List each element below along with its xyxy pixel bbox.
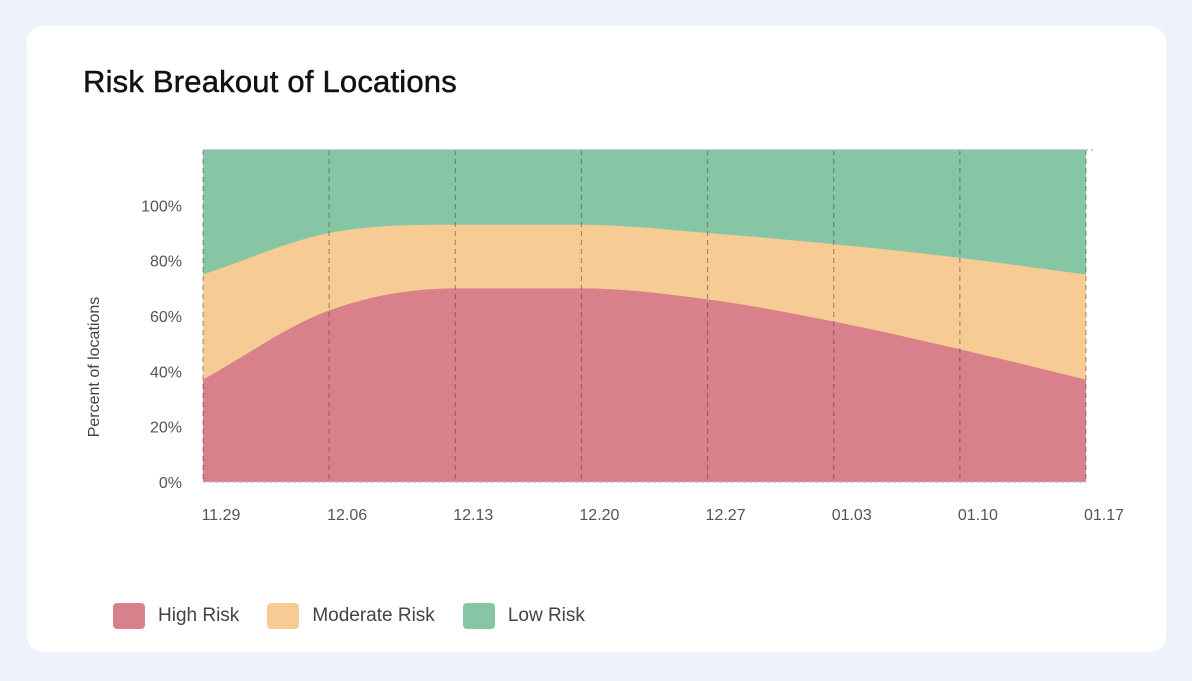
legend-label: Low Risk <box>507 605 585 626</box>
legend-swatch-low-risk <box>462 603 495 629</box>
y-axis-label: Percent of locations <box>86 296 103 438</box>
x-tick-label: 01.17 <box>1084 507 1124 524</box>
y-tick-label: 80% <box>150 254 182 271</box>
legend-swatch-high-risk <box>113 603 145 629</box>
page-title: Risk Breakout of Locations <box>83 64 457 100</box>
x-tick-label: 11.29 <box>202 507 241 524</box>
y-tick-label: 40% <box>150 364 182 381</box>
y-tick-label: 100% <box>141 198 182 215</box>
x-tick-label: 12.06 <box>327 507 367 524</box>
legend-label: High Risk <box>158 605 240 626</box>
y-tick-label: 20% <box>150 420 182 437</box>
legend: High Risk Moderate Risk Low Risk <box>113 603 613 629</box>
x-tick-label: 12.20 <box>579 507 619 524</box>
legend-item-low-risk[interactable]: Low Risk <box>462 603 585 629</box>
legend-swatch-moderate-risk <box>267 603 300 629</box>
x-tick-label: 12.13 <box>453 507 493 524</box>
x-tick-label: 12.27 <box>706 507 746 524</box>
x-tick-label: 01.10 <box>958 507 998 524</box>
legend-item-high-risk[interactable]: High Risk <box>113 603 239 629</box>
legend-label: Moderate Risk <box>312 605 435 626</box>
chart-card: Risk Breakout of Locations 0% 20% 40% 60% 80… <box>27 26 1166 652</box>
y-tick-label: 60% <box>150 309 182 326</box>
area-high-risk <box>203 288 1086 482</box>
y-tick-label: 0% <box>159 475 182 492</box>
x-tick-label: 01.03 <box>832 507 872 524</box>
area-low-risk <box>203 150 1086 275</box>
area-moderate-risk <box>203 224 1086 380</box>
line-high-risk <box>202 287 1087 381</box>
stacked-area-chart: 0% 20% 40% 60% 80% 100% 11.29 12.06 12.13 12.20 12… <box>141 149 1124 524</box>
legend-item-moderate-risk[interactable]: Moderate Risk <box>267 603 435 629</box>
